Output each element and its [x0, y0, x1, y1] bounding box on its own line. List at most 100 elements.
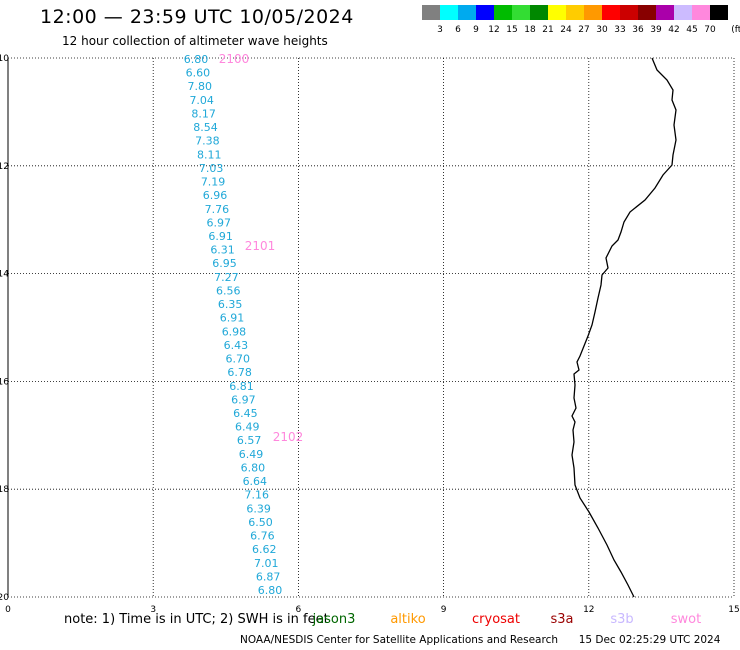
satellite-legend-jason3: jason3 [312, 612, 356, 627]
wave-height-label: 6.64 [243, 475, 268, 488]
wave-height-label: 6.81 [229, 380, 254, 393]
colorbar-label: 33 [614, 25, 626, 35]
lon-tick-label: 3 [150, 605, 156, 615]
page-title: 12:00 — 23:59 UTC 10/05/2024 [40, 6, 354, 28]
colorbar-swatch [602, 5, 620, 20]
wave-height-label: 6.50 [248, 516, 273, 529]
wave-height-label: 7.76 [205, 203, 230, 216]
wave-height-label: 6.98 [222, 325, 247, 338]
coastline [571, 57, 677, 598]
satellite-legend-s3a: s3a [550, 612, 574, 627]
wave-height-label: 6.97 [207, 216, 232, 229]
colorbar-label: 39 [650, 25, 662, 35]
colorbar-swatch [494, 5, 512, 20]
wave-height-label: 6.87 [256, 570, 281, 583]
wave-height-label: 7.27 [214, 271, 239, 284]
wave-height-label: 6.39 [246, 502, 271, 515]
wave-height-label: 7.16 [244, 489, 269, 502]
wave-height-label: 6.91 [220, 312, 245, 325]
colorbar-label: 15 [506, 25, 518, 35]
colorbar-swatch [620, 5, 638, 20]
wave-height-label: 8.54 [193, 121, 218, 134]
colorbar-label: 27 [578, 25, 590, 35]
footer-credit: NOAA/NESDIS Center for Satellite Applica… [240, 634, 558, 646]
colorbar-swatch [476, 5, 494, 20]
colorbar-label: 9 [473, 25, 479, 35]
wave-height-label: 6.70 [225, 353, 250, 366]
time-label: 2102 [273, 430, 304, 444]
lat-tick-label: -20 [0, 593, 9, 603]
wave-height-label: 7.03 [199, 162, 224, 175]
footer-timestamp: 15 Dec 02:25:29 UTC 2024 [578, 634, 721, 646]
wave-height-label: 6.96 [203, 189, 228, 202]
colorbar-unit: (ft) [731, 25, 740, 35]
colorbar-label: 24 [560, 25, 572, 35]
colorbar-swatch [674, 5, 692, 20]
colorbar-swatch [656, 5, 674, 20]
lon-tick-label: 12 [583, 605, 594, 615]
map-axes: 0 3 6 9 12 15 -10 -12 -14 -16 -18 -20 [0, 54, 740, 615]
wave-height-label: 6.45 [233, 407, 258, 420]
colorbar-swatch [548, 5, 566, 20]
colorbar-label: 42 [668, 25, 680, 35]
wave-height-label: 6.56 [216, 284, 241, 297]
wave-height-label: 7.19 [201, 176, 226, 189]
wave-height-labels: 6.806.607.807.048.178.547.388.117.037.19… [184, 53, 283, 597]
wave-height-label: 6.91 [208, 230, 233, 243]
wave-height-label: 6.43 [224, 339, 249, 352]
colorbar-swatch [422, 5, 440, 20]
colorbar-swatch [530, 5, 548, 20]
colorbar-label: 30 [596, 25, 608, 35]
wave-height-label: 6.78 [227, 366, 252, 379]
lat-tick-label: -14 [0, 270, 9, 280]
colorbar-label: 6 [455, 25, 461, 35]
wave-height-label: 6.57 [237, 434, 262, 447]
colorbar-label: 3 [437, 25, 443, 35]
colorbar-label: 18 [524, 25, 536, 35]
wave-height-label: 6.60 [186, 67, 211, 80]
page-subtitle: 12 hour collection of altimeter wave hei… [62, 34, 328, 48]
lon-tick-label: 9 [441, 605, 447, 615]
satellite-legend-cryosat: cryosat [472, 612, 520, 627]
wave-height-label: 7.01 [254, 557, 279, 570]
wave-height-label: 6.31 [210, 244, 235, 257]
lon-tick-label: 6 [296, 605, 302, 615]
colorbar-swatch [710, 5, 728, 20]
colorbar-swatch [638, 5, 656, 20]
colorbar-label: 21 [542, 25, 554, 35]
colorbar-label: 45 [686, 25, 698, 35]
colorbar-label: 70 [704, 25, 716, 35]
map-grid [8, 57, 735, 598]
lat-tick-label: -12 [0, 162, 9, 172]
wave-height-label: 6.76 [250, 530, 275, 543]
satellite-legend-s3b: s3b [610, 612, 634, 627]
wave-height-label: 8.11 [197, 148, 222, 161]
colorbar-swatch [458, 5, 476, 20]
wave-height-label: 8.17 [191, 107, 216, 120]
lat-tick-label: -16 [0, 377, 9, 387]
wave-height-label: 7.80 [188, 80, 213, 93]
wave-height-label: 6.95 [212, 257, 237, 270]
time-labels: 2100 2101 2102 [219, 52, 304, 444]
wave-height-label: 6.62 [252, 543, 277, 556]
wave-height-label: 6.35 [218, 298, 243, 311]
note-text: note: 1) Time is in UTC; 2) SWH is in fe… [64, 612, 329, 627]
colorbar-label: 12 [488, 25, 500, 35]
wave-height-label: 7.04 [189, 94, 214, 107]
wave-height-label: 6.97 [231, 393, 256, 406]
lat-tick-label: -18 [0, 485, 9, 495]
wave-height-label: 6.49 [239, 448, 264, 461]
footer: NOAA/NESDIS Center for Satellite Applica… [240, 634, 720, 646]
wave-height-label: 6.80 [184, 53, 209, 66]
wave-height-label: 6.80 [258, 584, 283, 597]
lon-tick-label: 0 [5, 605, 11, 615]
satellite-legend-swot: swot [670, 612, 702, 627]
time-label: 2101 [245, 239, 276, 253]
satellite-legend-altiko: altiko [390, 612, 426, 627]
lon-tick-label: 15 [728, 605, 739, 615]
colorbar-label: 36 [632, 25, 644, 35]
colorbar-swatch [584, 5, 602, 20]
wave-height-label: 6.80 [241, 461, 266, 474]
colorbar-swatch [440, 5, 458, 20]
lat-tick-label: -10 [0, 54, 9, 64]
